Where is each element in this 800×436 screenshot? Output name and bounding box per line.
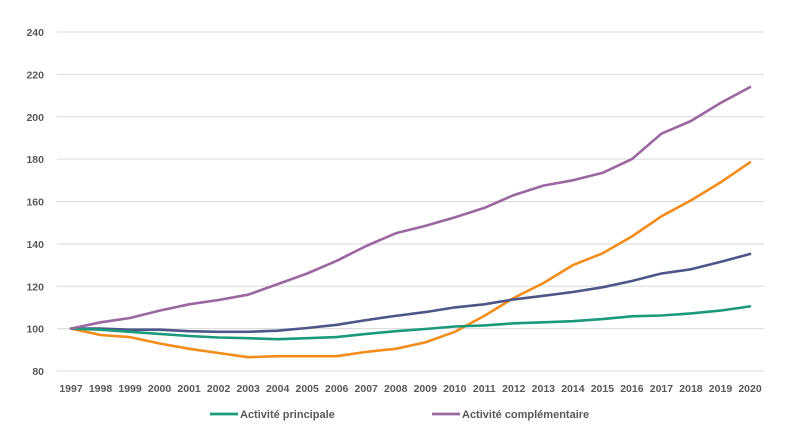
x-tick-label: 2001 bbox=[177, 383, 201, 395]
x-tick-label: 2000 bbox=[148, 383, 172, 395]
y-tick-label: 200 bbox=[26, 112, 44, 124]
legend-label: Activité principale bbox=[240, 409, 335, 421]
x-tick-label: 2016 bbox=[620, 383, 644, 395]
series-line-series-3 bbox=[69, 252, 752, 334]
x-tick-label: 2003 bbox=[236, 383, 260, 395]
x-tick-label: 2019 bbox=[709, 383, 733, 395]
x-tick-label: 2011 bbox=[473, 383, 496, 395]
x-tick-label: 1998 bbox=[89, 383, 113, 395]
x-tick-label: 1999 bbox=[118, 383, 142, 395]
x-axis-tick-labels: 1997 1998 1999 2000 2001 2002 2003 2004 2005 2006… bbox=[59, 383, 762, 395]
series-line-activit-principale bbox=[69, 305, 752, 341]
y-tick-label: 240 bbox=[26, 27, 44, 39]
x-tick-label: 2014 bbox=[561, 383, 585, 395]
series-lines bbox=[69, 85, 752, 359]
x-tick-label: 2017 bbox=[650, 383, 674, 395]
x-tick-label: 2002 bbox=[207, 383, 231, 395]
legend: Activité principale Activité complémentai… bbox=[210, 409, 589, 421]
x-tick-label: 2020 bbox=[738, 383, 762, 395]
y-tick-label: 120 bbox=[26, 281, 44, 293]
x-tick-label: 2004 bbox=[266, 383, 290, 395]
y-tick-label: 220 bbox=[26, 69, 44, 81]
x-tick-label: 1997 bbox=[59, 383, 83, 395]
gridlines bbox=[57, 31, 764, 372]
y-axis-tick-labels: 80 100 120 140 160 180 200 220 240 bbox=[26, 27, 44, 378]
x-tick-label: 2013 bbox=[532, 383, 556, 395]
x-tick-label: 2009 bbox=[414, 383, 438, 395]
x-tick-label: 2015 bbox=[591, 383, 615, 395]
x-tick-label: 2006 bbox=[325, 383, 349, 395]
x-tick-label: 2005 bbox=[295, 383, 319, 395]
series-line-activit-compl-mentaire bbox=[69, 85, 752, 330]
x-tick-label: 2007 bbox=[355, 383, 379, 395]
y-tick-label: 80 bbox=[32, 366, 44, 378]
series-line-series-2 bbox=[69, 161, 752, 359]
x-tick-label: 2008 bbox=[384, 383, 408, 395]
x-tick-label: 2010 bbox=[443, 383, 467, 395]
y-tick-label: 180 bbox=[26, 154, 44, 166]
y-tick-label: 140 bbox=[26, 239, 44, 251]
y-tick-label: 100 bbox=[26, 324, 44, 336]
legend-label: Activité complémentaire bbox=[462, 409, 589, 421]
x-tick-label: 2012 bbox=[502, 383, 526, 395]
x-tick-label: 2018 bbox=[679, 383, 703, 395]
y-tick-label: 160 bbox=[26, 197, 44, 209]
